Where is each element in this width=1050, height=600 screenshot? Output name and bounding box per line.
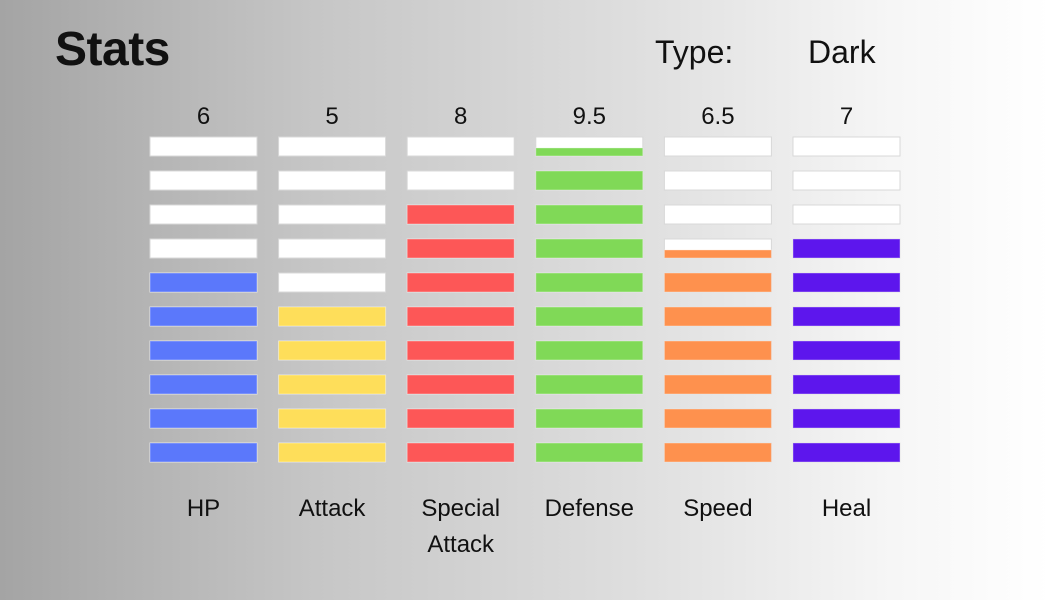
type-label: Type: <box>655 34 734 70</box>
bar-segment-filled <box>406 306 515 327</box>
bar-segment-filled <box>792 374 901 395</box>
bar-segment-empty <box>149 136 258 157</box>
bar-segment-filled <box>792 408 901 429</box>
category-label: Attack <box>427 531 495 558</box>
bar-segment-empty <box>278 272 387 293</box>
bar-segment-filled <box>663 374 772 395</box>
value-label: 5 <box>325 103 338 130</box>
category-label: Attack <box>299 495 367 522</box>
bar-segment-empty <box>663 204 772 225</box>
bar-segment-filled <box>792 272 901 293</box>
bar-segment-filled <box>535 306 644 327</box>
bar-segment-filled <box>535 170 644 191</box>
category-label: Special <box>421 495 500 522</box>
bar-segment-empty <box>149 204 258 225</box>
bar-segment-filled <box>149 408 258 429</box>
bar-segment-filled <box>149 306 258 327</box>
bar-segment-filled <box>535 374 644 395</box>
bar-segment-filled <box>663 340 772 361</box>
bar-segment-empty <box>792 170 901 191</box>
bar-segment-filled <box>663 249 772 259</box>
bar-segment-filled <box>663 408 772 429</box>
bar-segment-empty <box>278 238 387 259</box>
type-value: Dark <box>808 34 876 70</box>
page-title: Stats <box>55 23 170 76</box>
bar-segment-empty <box>663 136 772 157</box>
bar-segment-filled <box>792 306 901 327</box>
bar-segment-filled <box>663 442 772 463</box>
bar-segment-filled <box>406 272 515 293</box>
category-label: Defense <box>545 495 634 522</box>
category-label: HP <box>187 495 220 522</box>
bar-segment-filled <box>792 340 901 361</box>
bar-segment-empty <box>149 170 258 191</box>
bar-segment-empty <box>278 170 387 191</box>
bar-segment-filled <box>535 147 644 157</box>
bar-segment-filled <box>406 204 515 225</box>
value-label: 6.5 <box>701 103 734 130</box>
bar-segment-empty <box>278 204 387 225</box>
value-label: 7 <box>840 103 853 130</box>
bar-segment-filled <box>406 408 515 429</box>
bar-segment-empty <box>406 170 515 191</box>
bar-segment-filled <box>278 442 387 463</box>
bar-segment-filled <box>792 442 901 463</box>
value-label: 8 <box>454 103 467 130</box>
bar-segment-filled <box>406 238 515 259</box>
category-label: Heal <box>822 495 871 522</box>
value-label: 6 <box>197 103 210 130</box>
bar-segment-filled <box>278 306 387 327</box>
bar-segment-filled <box>535 340 644 361</box>
bar-segment-filled <box>792 238 901 259</box>
bar-segment-filled <box>406 374 515 395</box>
bar-segment-empty <box>792 136 901 157</box>
bar-segment-empty <box>406 136 515 157</box>
bar-segment-filled <box>663 272 772 293</box>
bar-segment-filled <box>535 238 644 259</box>
bar-segment-filled <box>535 272 644 293</box>
bar-segment-filled <box>406 340 515 361</box>
bar-segment-filled <box>535 204 644 225</box>
bar-segment-filled <box>149 374 258 395</box>
category-label: Speed <box>683 495 752 522</box>
bar-segment-empty <box>149 238 258 259</box>
bar-segment-filled <box>149 272 258 293</box>
bar-segment-empty <box>792 204 901 225</box>
bar-segment-filled <box>535 408 644 429</box>
bar-segment-empty <box>278 136 387 157</box>
bar-segment-filled <box>278 340 387 361</box>
bar-segment-filled <box>278 374 387 395</box>
bar-segment-filled <box>278 408 387 429</box>
bar-segment-empty <box>663 170 772 191</box>
bar-segment-filled <box>663 306 772 327</box>
bar-segment-filled <box>149 340 258 361</box>
bar-segment-filled <box>535 442 644 463</box>
bar-segment-filled <box>406 442 515 463</box>
bar-segment-filled <box>149 442 258 463</box>
value-label: 9.5 <box>573 103 606 130</box>
